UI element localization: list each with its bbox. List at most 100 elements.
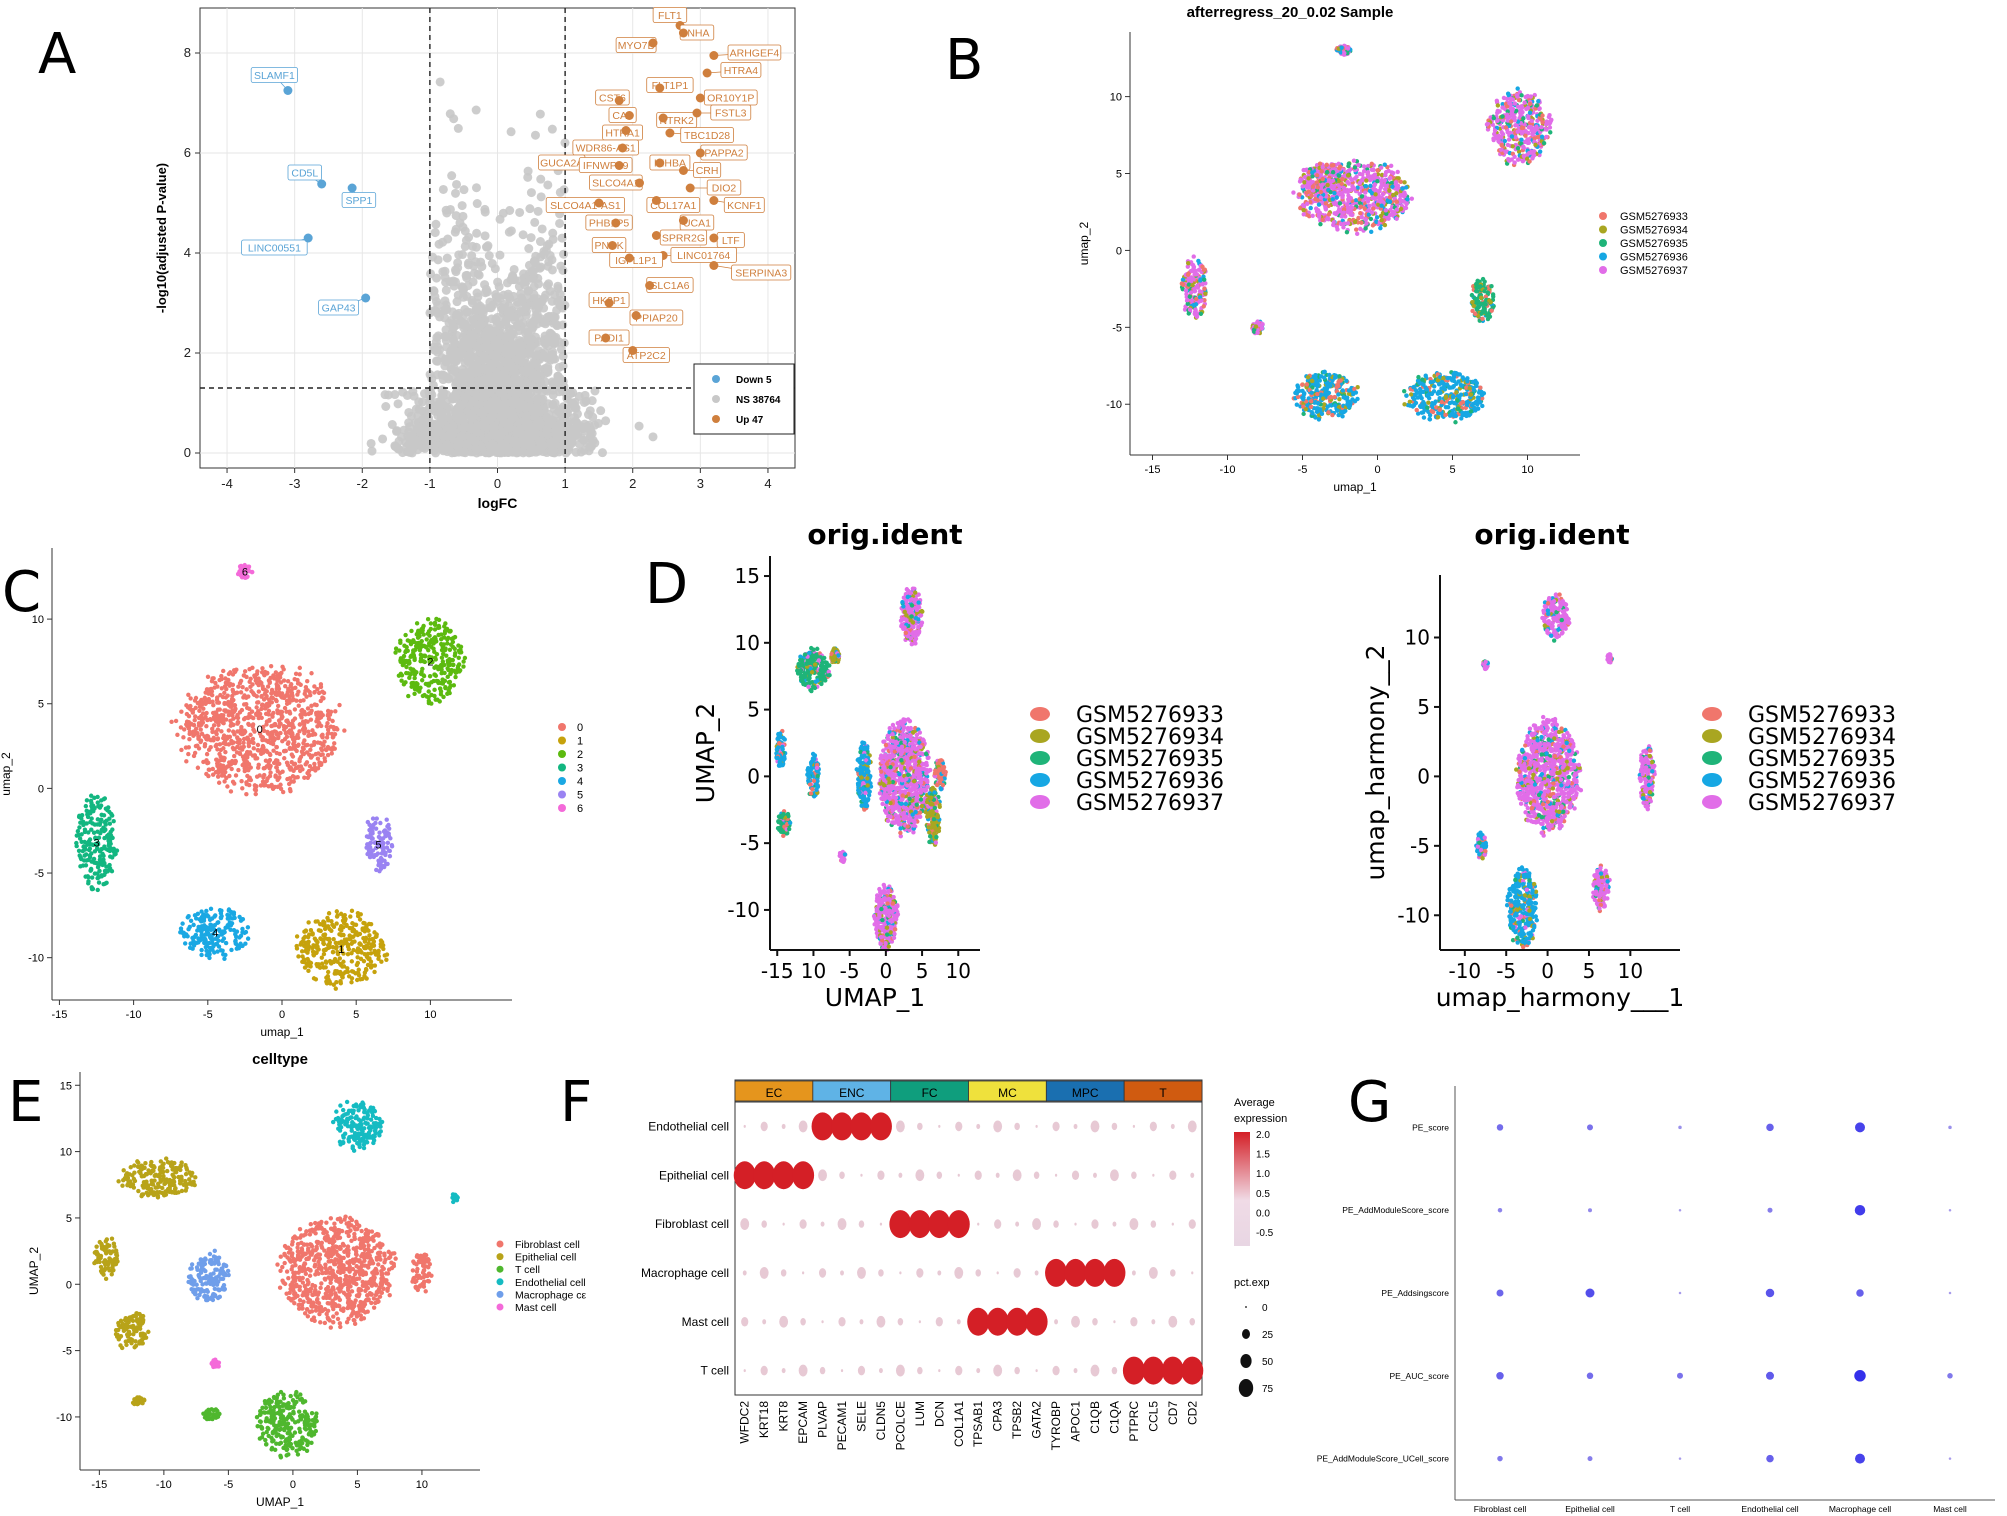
panel-a-legend-marker (712, 375, 720, 383)
umap-cell (1339, 181, 1345, 187)
ns-point (519, 269, 529, 279)
umap-cell (1321, 396, 1326, 401)
umap-cell (1527, 110, 1533, 115)
umap-cell (1463, 391, 1469, 397)
umap-cell (1359, 194, 1365, 199)
umap-cell (1443, 404, 1449, 410)
umap-cell (1387, 199, 1393, 204)
umap-cell (1428, 380, 1433, 385)
umap-cell (1440, 381, 1446, 386)
umap-cell (1459, 416, 1464, 421)
ns-point (540, 377, 550, 387)
ns-point (468, 241, 478, 251)
umap-cell (1370, 223, 1376, 228)
umap-cell (1340, 176, 1345, 182)
down-gene-point (347, 183, 357, 193)
panel-a-xtick-label: 2 (629, 476, 636, 491)
ns-point (530, 130, 540, 140)
ns-point (486, 372, 496, 382)
umap-cell (1191, 277, 1196, 282)
umap-cell (1358, 211, 1363, 216)
down-gene-point (317, 179, 327, 189)
ns-point (430, 228, 440, 238)
umap-cell (1432, 384, 1437, 389)
umap-cell (1344, 378, 1349, 384)
umap-cell (1363, 190, 1368, 195)
ns-point (547, 447, 557, 457)
umap-cell (1340, 195, 1345, 200)
umap-cell (1450, 394, 1456, 400)
ns-point (531, 300, 541, 310)
ns-point (523, 166, 533, 176)
umap-cell (1476, 299, 1481, 304)
up-gene-label: PPIAP20 (635, 313, 678, 325)
ns-point (495, 250, 505, 260)
ns-point (555, 218, 565, 228)
ns-point (579, 397, 589, 407)
ns-point (543, 362, 553, 372)
panel-a-volcano: -4 -3 -2 -1 0 1 2 3 402468SLAMF1CD5LSPP1LINC0055… (154, 7, 796, 511)
umap-cell (1429, 391, 1435, 397)
panel-b-umap: -15 -10 -5 0 5 10-10-50510umap_1umap_2GSM5276… (1077, 32, 1688, 494)
panel-a-ytick-label: 8 (184, 45, 191, 60)
up-gene-label: FSTL3 (715, 108, 747, 120)
up-gene-point (631, 311, 641, 320)
ns-point (408, 387, 418, 397)
umap-cell (1305, 375, 1311, 380)
umap-cell (1304, 190, 1309, 195)
umap-cell (1495, 110, 1500, 116)
umap-cell (1345, 179, 1350, 185)
ns-point (467, 411, 477, 421)
umap-cell (1202, 277, 1207, 282)
umap-cell (1320, 176, 1325, 182)
umap-cell (1521, 116, 1526, 121)
umap-cell (1450, 411, 1455, 416)
umap-cell (1316, 417, 1322, 422)
ns-point (648, 432, 658, 442)
umap-cell (1323, 201, 1329, 206)
umap-cell (1351, 158, 1357, 163)
umap-cell (1361, 168, 1367, 174)
umap-cell (1201, 304, 1206, 309)
ns-point (507, 387, 517, 397)
umap-cell (1408, 392, 1414, 397)
umap-cell (1443, 395, 1448, 400)
umap-cell (1369, 210, 1375, 215)
umap-cell (1495, 103, 1501, 108)
ns-point (440, 266, 450, 276)
ns-point (501, 419, 511, 429)
umap-cell (1534, 124, 1539, 129)
umap-cell (1331, 185, 1336, 190)
umap-cell (1394, 191, 1399, 196)
ns-point (480, 204, 490, 214)
ns-point (530, 217, 540, 227)
umap-cell (1394, 207, 1400, 212)
ns-point (534, 416, 544, 426)
panel-a-legend-label: NS 38764 (736, 395, 781, 406)
ns-point (478, 390, 488, 400)
umap-cell (1456, 379, 1461, 384)
umap-cell (1525, 94, 1530, 99)
umap-cell (1505, 91, 1511, 96)
ns-point (494, 282, 504, 292)
umap-cell (1183, 288, 1189, 293)
umap-cell (1402, 402, 1407, 407)
umap-cell (1435, 414, 1441, 420)
umap-cell (1478, 295, 1484, 301)
umap-cell (1354, 231, 1360, 237)
up-gene-label: SPRR2G (662, 233, 705, 245)
panel-a-legend-marker (712, 415, 720, 423)
ns-point (565, 419, 575, 429)
umap-cell (1358, 226, 1363, 232)
ns-point (483, 241, 493, 251)
umap-cell (1330, 178, 1336, 183)
up-gene-label: CRH (696, 165, 719, 177)
ns-point (548, 349, 558, 359)
umap-cell (1388, 175, 1393, 181)
umap-cell (1194, 314, 1200, 319)
umap-cell (1405, 197, 1410, 202)
umap-cell (1328, 190, 1333, 195)
ns-point (634, 421, 644, 431)
ns-point (529, 282, 539, 292)
